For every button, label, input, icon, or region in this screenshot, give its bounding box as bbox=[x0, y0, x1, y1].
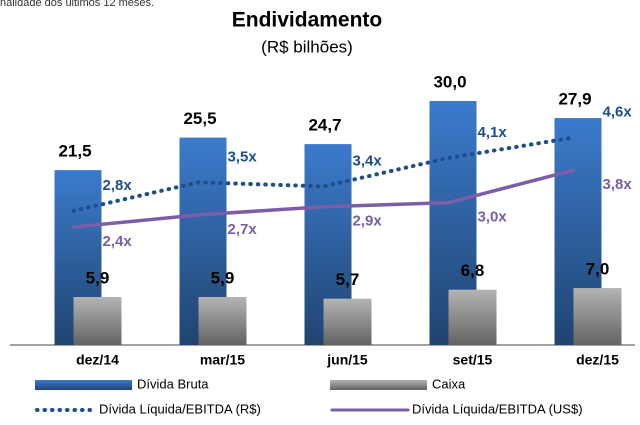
legend-label: Dívida Líquida/EBITDA (R$) bbox=[99, 401, 261, 416]
data-label: 3,5x bbox=[228, 148, 258, 165]
bar bbox=[448, 289, 497, 345]
data-label: 2,8x bbox=[103, 177, 133, 194]
chart-title: Endividamento bbox=[232, 9, 383, 32]
data-label: 3,8x bbox=[603, 176, 633, 193]
legend-label: Caixa bbox=[432, 376, 466, 391]
data-label: 4,1x bbox=[478, 124, 508, 141]
line bbox=[71, 168, 576, 229]
x-tick-label: jun/15 bbox=[326, 352, 368, 368]
data-label: 30,0 bbox=[433, 72, 466, 91]
data-label: 5,9 bbox=[211, 268, 235, 287]
data-label: 27,9 bbox=[558, 90, 591, 109]
data-label: 5,7 bbox=[336, 270, 360, 289]
data-label: 3,0x bbox=[478, 209, 508, 226]
x-tick-label: dez/15 bbox=[576, 352, 619, 368]
data-label: 25,5 bbox=[183, 109, 216, 128]
line bbox=[71, 135, 576, 213]
bar bbox=[198, 297, 247, 345]
data-label: 5,9 bbox=[86, 268, 110, 287]
data-label: 21,5 bbox=[58, 142, 91, 161]
data-label: 6,8 bbox=[461, 261, 485, 280]
bar bbox=[573, 288, 622, 345]
data-label: 7,0 bbox=[586, 260, 610, 279]
data-label: 2,9x bbox=[353, 213, 383, 230]
chart-subtitle: (R$ bilhões) bbox=[261, 37, 353, 56]
legend-swatch bbox=[330, 380, 427, 390]
data-label: 3,4x bbox=[353, 152, 383, 169]
bar bbox=[73, 297, 122, 345]
bar bbox=[323, 298, 372, 345]
legend-label: Dívida Bruta bbox=[137, 376, 209, 391]
note: nalidade dos últimos 12 meses. bbox=[0, 0, 154, 9]
legend-swatch bbox=[35, 380, 132, 390]
x-tick-label: mar/15 bbox=[200, 352, 245, 368]
data-label: 4,6x bbox=[603, 104, 633, 121]
x-tick-label: set/15 bbox=[453, 352, 493, 368]
data-label: 24,7 bbox=[308, 116, 341, 135]
x-tick-label: dez/14 bbox=[76, 352, 119, 368]
data-label: 2,4x bbox=[103, 233, 133, 250]
data-label: 2,7x bbox=[228, 221, 258, 238]
legend-label: Dívida Líquida/EBITDA (US$) bbox=[412, 401, 583, 416]
